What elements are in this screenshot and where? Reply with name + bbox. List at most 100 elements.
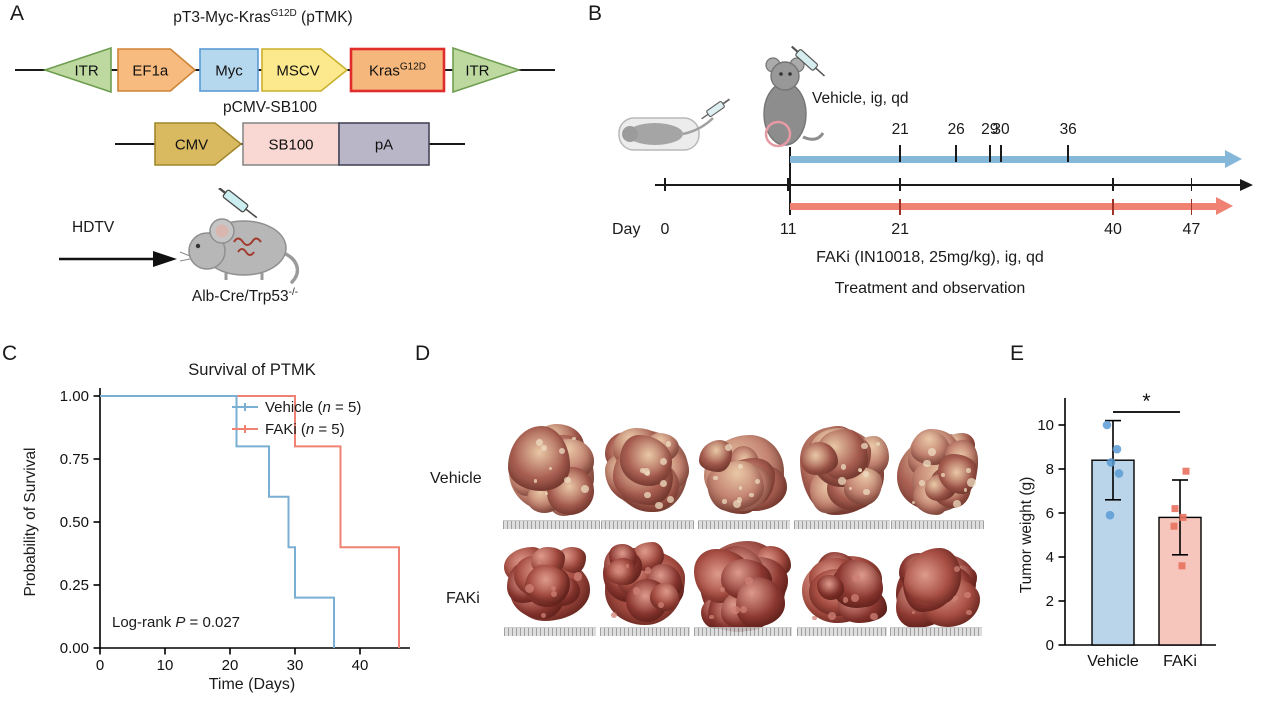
syringe-icon (791, 45, 825, 77)
mouse-hdtv-icon (179, 188, 300, 284)
data-point (1179, 513, 1187, 521)
construct-element-label: CMV (175, 137, 208, 154)
construct1-title: pT3-Myc-KrasG12D (pTMK) (118, 8, 408, 27)
vehicle-row-label: Vehicle (430, 470, 482, 487)
vehicle-death-tick (1000, 145, 1002, 162)
strain-label-sup: -/- (288, 287, 299, 298)
legend-label: Vehicle (n = 5) (265, 398, 362, 416)
faki-tick (1112, 199, 1114, 215)
y-tick-label: 2 (1046, 593, 1054, 610)
legend-line-icon (232, 424, 258, 433)
data-point (1105, 510, 1115, 520)
vehicle-arrow (790, 156, 1226, 163)
vehicle-death-tick (899, 145, 902, 162)
vehicle-regimen-label: Vehicle, ig, qd (812, 90, 909, 107)
x-tick-label: 20 (222, 657, 239, 674)
syringe-icon (701, 98, 730, 120)
mouse-gavage-icon (763, 45, 825, 148)
observation-label: Treatment and observation (834, 280, 1026, 297)
tumor-photo (600, 542, 690, 631)
construct-element-label: Myc (215, 63, 243, 80)
survival-y-axis-title: Probability of Survival (22, 447, 39, 597)
vehicle-death-day-label: 29 (981, 121, 999, 138)
legend-line-icon (232, 402, 258, 411)
tumor-photo (794, 426, 890, 516)
axis-tick (1112, 178, 1114, 191)
ruler-strip (794, 520, 890, 529)
vehicle-death-day-label: 30 (992, 121, 1010, 138)
tumor-photo (797, 549, 887, 630)
ruler-strip (601, 520, 694, 529)
axis-day-label: 0 (660, 221, 670, 238)
axis-day-label: 47 (1182, 221, 1201, 238)
construct-element-label: pA (375, 137, 393, 154)
faki-row-label: FAKi (446, 590, 480, 607)
tumor-photo (890, 545, 982, 630)
survival-plot: 0.00 0.25 0.50 0.75 1.00 0 10 20 30 40 (60, 388, 410, 674)
y-tick-label: 0 (1046, 637, 1054, 654)
axis-day-label: 11 (779, 221, 797, 238)
construct1-title-sup: G12D (270, 8, 297, 19)
hdtv-label: HDTV (72, 219, 115, 236)
hdtv-arrow-icon (59, 251, 177, 267)
vehicle-death-day-label: 21 (891, 121, 909, 138)
ruler-strip (890, 627, 982, 636)
axis-tick (787, 178, 790, 191)
strain-label-pre: Alb-Cre/Trp53 (191, 288, 289, 306)
construct1-diagram: ITR EF1a Myc MSCV KrasG12D ITR (15, 46, 555, 94)
data-point (1178, 562, 1186, 570)
y-tick-label: 0.75 (60, 451, 89, 468)
data-point (1170, 522, 1178, 530)
data-point (1102, 420, 1112, 430)
tumor-weight-plot: 0 2 4 6 8 10 Vehicle FAKi * (1037, 390, 1216, 670)
panel-label-d: D (415, 342, 431, 365)
timeline-arrowhead-icon (1240, 179, 1253, 191)
ruler-strip (698, 520, 790, 529)
axis-day-label: 21 (891, 221, 910, 238)
vehicle-death-day-label: 26 (947, 121, 965, 138)
x-tick-label: 40 (352, 657, 369, 674)
km-curve-faki (100, 395, 400, 648)
data-point (1171, 505, 1179, 513)
ruler-strip (694, 627, 792, 636)
axis-tick (664, 178, 666, 191)
y-tick-label: 0.50 (60, 514, 89, 531)
logrank-annotation: Log-rank P = 0.027 (112, 614, 241, 631)
vehicle-death-tick (1067, 145, 1070, 162)
bar-category-label: Vehicle (1087, 653, 1139, 670)
panel-label-a: A (10, 2, 25, 25)
injection-highlight-circle (764, 120, 792, 148)
construct-element-label: KrasG12D (369, 62, 426, 80)
legend-item: Vehicle (n = 5) (232, 396, 361, 418)
x-tick-label: 10 (157, 657, 174, 674)
data-point (1112, 444, 1122, 454)
syringe-icon (218, 188, 258, 219)
survival-x-axis-title: Time (Days) (208, 676, 296, 693)
construct1-title-pre: pT3-Myc-Kras (173, 9, 271, 27)
vehicle-death-day-label: 36 (1059, 121, 1077, 138)
construct-element-label: ITR (74, 63, 98, 80)
y-tick-label: 6 (1046, 505, 1054, 522)
day-axis-label: Day (612, 221, 641, 238)
strain-label: Alb-Cre/Trp53-/- (150, 287, 340, 306)
construct-element-label: EF1a (132, 63, 169, 80)
faki-tick (1190, 199, 1193, 215)
vehicle-death-tick (988, 145, 991, 162)
ruler-strip (600, 627, 690, 636)
panel-label-b: B (588, 2, 603, 25)
x-tick-label: 0 (96, 657, 104, 674)
faki-arrow (790, 203, 1218, 210)
mouse-restrainer-icon (618, 98, 730, 151)
tumor-photo (504, 546, 596, 630)
survival-title: Survival of PTMK (188, 361, 316, 379)
data-point (1182, 467, 1190, 475)
x-tick-label: 30 (287, 657, 304, 674)
y-tick-label: 8 (1046, 461, 1054, 478)
faki-arrowhead-icon (1216, 197, 1233, 215)
tumor-photo (601, 426, 694, 516)
vehicle-death-tick (955, 145, 958, 162)
tumor-photo (503, 422, 600, 517)
panel-label-e: E (1010, 342, 1025, 365)
ruler-strip (797, 627, 887, 636)
ruler-strip (503, 520, 600, 529)
